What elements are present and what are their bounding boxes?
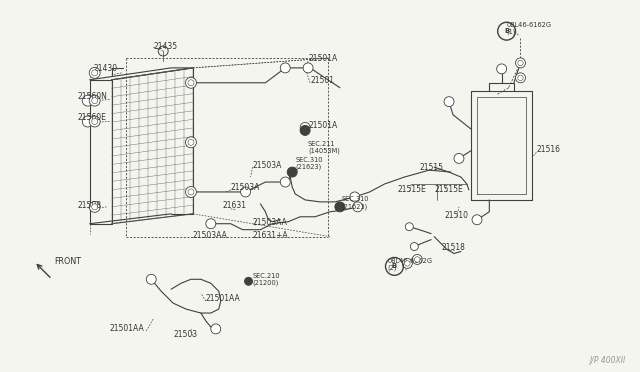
Circle shape <box>518 75 524 81</box>
Circle shape <box>89 116 100 127</box>
Text: 21501AA: 21501AA <box>206 294 241 303</box>
Circle shape <box>186 186 196 198</box>
Text: 21435: 21435 <box>153 42 177 51</box>
Circle shape <box>244 277 253 285</box>
Circle shape <box>211 324 221 334</box>
Circle shape <box>147 274 156 284</box>
Text: 21518: 21518 <box>441 243 465 251</box>
Circle shape <box>300 122 310 132</box>
Circle shape <box>516 58 525 68</box>
Text: 08L46-6162G
(2): 08L46-6162G (2) <box>387 258 433 271</box>
Text: 08L46-6162G
(1): 08L46-6162G (1) <box>507 22 552 35</box>
Text: SEC.210
(21200): SEC.210 (21200) <box>253 273 280 286</box>
Text: 21515E: 21515E <box>397 185 426 194</box>
Text: FRONT: FRONT <box>54 257 81 266</box>
Text: 21631+A: 21631+A <box>253 231 288 240</box>
Circle shape <box>353 202 363 212</box>
Circle shape <box>516 73 525 83</box>
Text: 21515: 21515 <box>419 163 444 172</box>
Text: 21503A: 21503A <box>230 183 260 192</box>
Text: 21501A: 21501A <box>308 54 337 63</box>
Text: 21503AA: 21503AA <box>193 231 228 240</box>
Text: SEC.310
(21623): SEC.310 (21623) <box>342 196 369 210</box>
Text: 21510: 21510 <box>444 211 468 220</box>
Circle shape <box>415 257 420 262</box>
Circle shape <box>89 95 100 106</box>
Circle shape <box>472 215 482 225</box>
Text: 21508: 21508 <box>78 201 102 210</box>
Circle shape <box>92 97 98 104</box>
Circle shape <box>92 119 98 125</box>
Circle shape <box>497 64 507 74</box>
Text: 21631: 21631 <box>223 201 247 210</box>
Circle shape <box>89 67 100 78</box>
Circle shape <box>454 153 464 163</box>
Text: 21501A: 21501A <box>308 121 337 131</box>
Text: 21560N: 21560N <box>78 92 108 101</box>
Text: 21503: 21503 <box>173 330 197 339</box>
Circle shape <box>403 259 412 268</box>
Circle shape <box>404 261 410 266</box>
Text: J/P 400XII: J/P 400XII <box>589 356 626 365</box>
Circle shape <box>188 189 194 195</box>
Text: B: B <box>392 263 397 269</box>
Circle shape <box>186 77 196 88</box>
Text: 21503AA: 21503AA <box>253 218 287 227</box>
Circle shape <box>412 254 422 264</box>
Text: SEC.211
(14053M): SEC.211 (14053M) <box>308 141 340 154</box>
Text: 21501AA: 21501AA <box>109 324 145 333</box>
Circle shape <box>518 60 524 65</box>
Text: 21516: 21516 <box>536 145 561 154</box>
Text: 21515E: 21515E <box>434 185 463 194</box>
Text: 21503A: 21503A <box>253 161 282 170</box>
Circle shape <box>350 192 360 202</box>
Circle shape <box>83 116 93 127</box>
Text: 21501: 21501 <box>310 76 334 85</box>
Text: SEC.310
(21623): SEC.310 (21623) <box>295 157 323 170</box>
Circle shape <box>280 177 290 187</box>
Circle shape <box>444 97 454 107</box>
Circle shape <box>188 140 194 145</box>
Circle shape <box>206 219 216 229</box>
Circle shape <box>186 137 196 148</box>
Circle shape <box>241 187 250 197</box>
Circle shape <box>300 125 310 135</box>
Circle shape <box>405 223 413 231</box>
Text: 21560E: 21560E <box>78 113 107 122</box>
Text: B: B <box>504 28 509 34</box>
Circle shape <box>89 201 100 212</box>
Circle shape <box>410 243 419 250</box>
Circle shape <box>92 70 98 76</box>
Text: 21430: 21430 <box>93 64 118 73</box>
Circle shape <box>83 95 93 106</box>
Circle shape <box>335 202 345 212</box>
Circle shape <box>92 204 98 210</box>
Circle shape <box>303 63 313 73</box>
Circle shape <box>280 63 290 73</box>
Circle shape <box>287 167 297 177</box>
Circle shape <box>188 80 194 86</box>
